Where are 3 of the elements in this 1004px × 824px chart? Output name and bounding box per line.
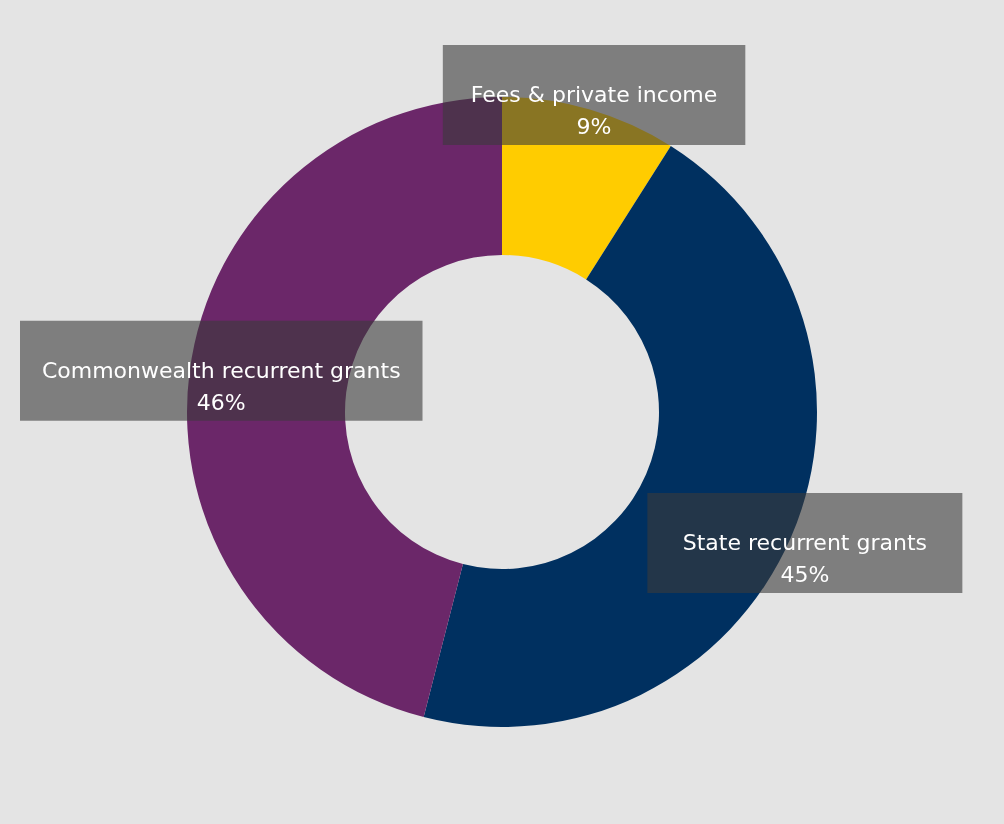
data-label: 46% (196, 389, 246, 415)
data-label: 45% (780, 562, 830, 588)
data-label: 9% (576, 114, 612, 140)
